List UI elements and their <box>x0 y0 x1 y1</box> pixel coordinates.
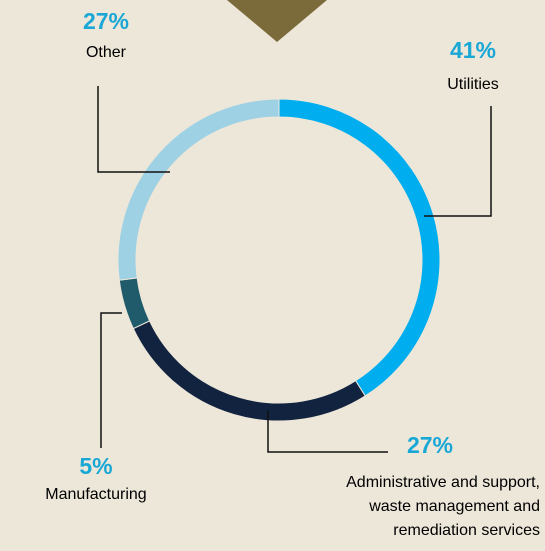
leader-line-4 <box>97 86 170 173</box>
slice-category-label: Other <box>85 44 126 61</box>
slice-category-label: remediation services <box>393 522 540 539</box>
slice-category-label: Utilities <box>447 76 499 93</box>
slice-percent-label: 27% <box>82 8 130 34</box>
slice-category-label: Administrative and support, <box>346 474 540 491</box>
slice-category-label: Manufacturing <box>45 486 147 503</box>
slice-administrative <box>132 320 366 422</box>
leader-line-3 <box>100 312 122 448</box>
slice-utilities <box>278 98 441 397</box>
slice-category-label: waste management and <box>369 498 540 515</box>
slice-manufacturing <box>118 277 151 330</box>
leader-line-1 <box>424 106 492 217</box>
top-triangle-decoration <box>227 0 327 42</box>
leader-line-2 <box>267 410 388 453</box>
slice-other <box>117 98 280 281</box>
slice-percent-label: 41% <box>449 37 497 63</box>
slice-percent-label: 5% <box>79 453 113 479</box>
slice-percent-label: 27% <box>406 432 454 458</box>
